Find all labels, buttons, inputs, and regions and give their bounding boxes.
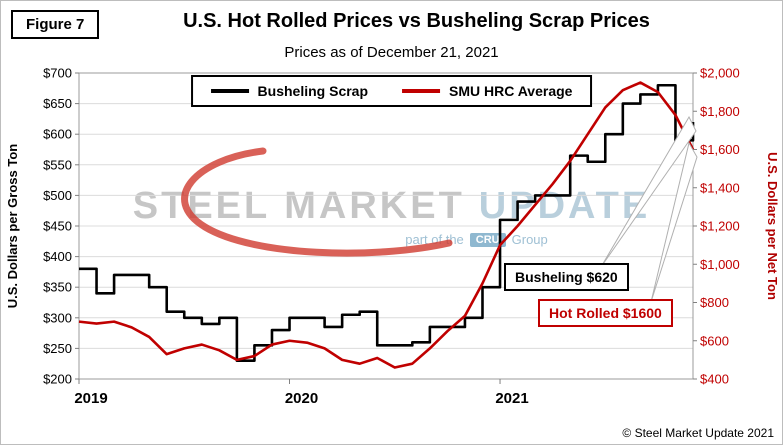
x-axis-tick: 2019	[74, 390, 107, 407]
x-axis-tick: 2021	[495, 390, 528, 407]
copyright: © Steel Market Update 2021	[622, 426, 774, 440]
left-axis-tick: $350	[43, 280, 72, 295]
watermark: STEEL MARKET UPDATE part of the CRU Group	[1, 187, 782, 247]
cru-logo: CRU	[469, 232, 506, 247]
busheling-leader	[600, 115, 697, 268]
figure-label: Figure 7	[11, 10, 100, 39]
hrc-series-line	[78, 81, 695, 369]
left-axis-tick: $500	[43, 188, 72, 203]
legend-label-busheling: Busheling Scrap	[257, 83, 369, 99]
legend-label-hrc: SMU HRC Average	[449, 83, 573, 99]
right-axis-tick: $600	[700, 333, 729, 348]
watermark-swoosh	[181, 147, 453, 257]
right-axis-tick: $800	[700, 295, 729, 310]
watermark-tagline: part of the CRU Group	[171, 232, 782, 247]
left-axis-tick: $550	[43, 157, 72, 172]
left-axis-tick: $450	[43, 219, 72, 234]
left-axis-tick: $600	[43, 127, 72, 142]
right-axis-tick: $2,000	[700, 66, 740, 81]
left-axis-tick: $650	[43, 96, 72, 111]
left-axis-tick: $250	[43, 341, 72, 356]
chart-subtitle: Prices as of December 21, 2021	[284, 44, 499, 61]
watermark-wordmark: STEEL MARKET UPDATE	[1, 187, 782, 225]
right-axis-tick: $1,000	[700, 257, 740, 272]
hot-rolled-leader	[650, 141, 698, 303]
x-axis-tick: 2020	[285, 390, 318, 407]
right-axis-tick: $1,200	[700, 219, 740, 234]
left-axis-title: U.S. Dollars per Gross Ton	[5, 144, 20, 309]
left-axis-tick: $300	[43, 310, 72, 325]
chart-title: U.S. Hot Rolled Prices vs Busheling Scra…	[183, 10, 650, 32]
busheling-callout: Busheling $620	[504, 263, 629, 291]
hrc-line-swatch	[402, 89, 441, 93]
chart-canvas: $700 $650 $600 $550 $500 $450 $400 $350 $300 $250…	[5, 66, 780, 408]
busheling-series-line	[79, 83, 695, 362]
legend-item-busheling: Busheling Scrap	[210, 83, 369, 99]
right-axis-tick: $400	[700, 372, 729, 387]
right-axis-tick: $1,800	[700, 104, 740, 119]
right-axis-tick: $1,600	[700, 142, 740, 157]
left-axis-tick: $400	[43, 249, 72, 264]
left-axis-tick: $200	[43, 372, 72, 387]
busheling-line-swatch	[210, 89, 249, 93]
left-axis-tick: $700	[43, 66, 72, 81]
legend-item-hrc: SMU HRC Average	[402, 83, 572, 99]
right-axis-title: U.S. Dollars per Net Ton	[765, 152, 780, 300]
hot-rolled-callout: Hot Rolled $1600	[538, 299, 673, 327]
watermark-group: Group	[511, 232, 548, 247]
watermark-market: MARKET	[284, 185, 465, 227]
right-axis-tick: $1,400	[700, 180, 740, 195]
watermark-steel: STEEL	[132, 185, 271, 227]
chart-legend: Busheling Scrap SMU HRC Average	[190, 75, 593, 107]
